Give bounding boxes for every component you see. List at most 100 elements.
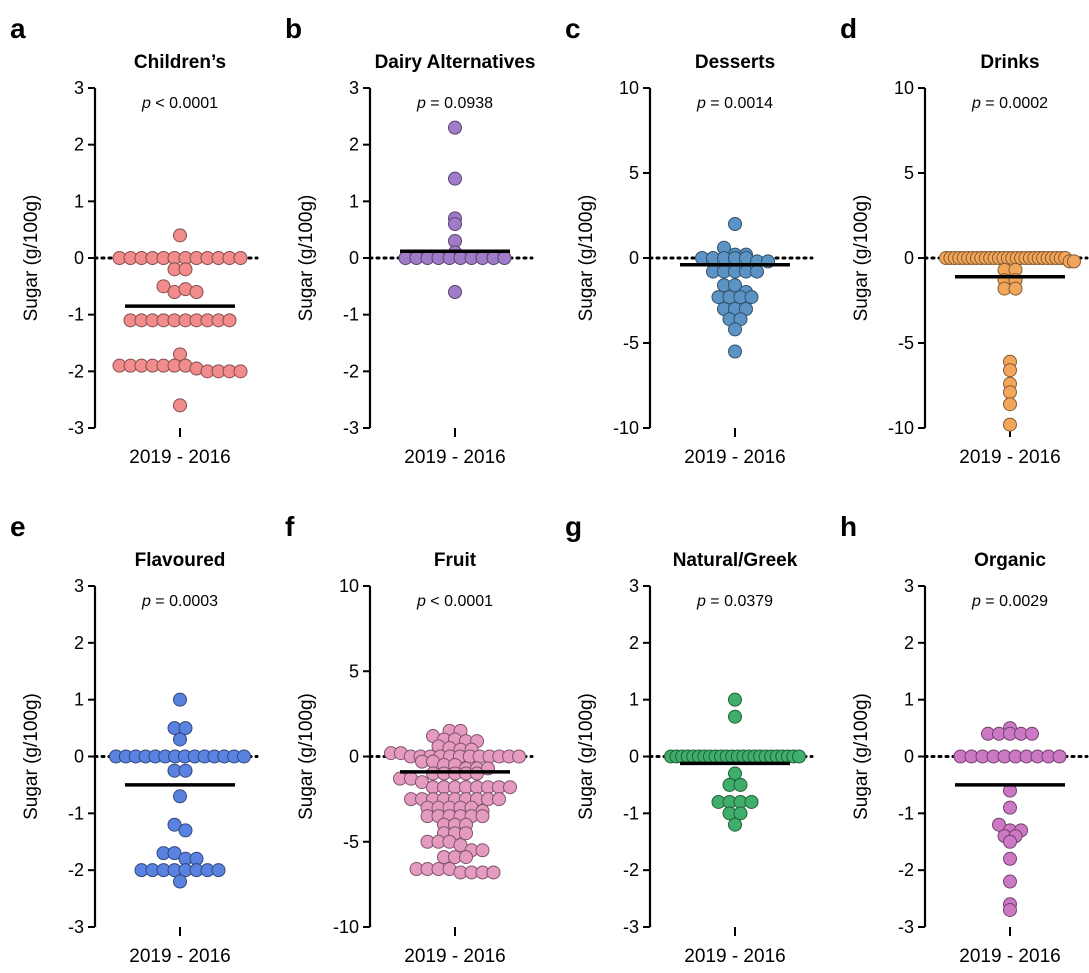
p-value-annotation: p < 0.0001 (416, 593, 493, 610)
y-tick-label: 0 (349, 747, 359, 767)
panel-letter: d (840, 13, 857, 44)
y-tick-label: 0 (904, 248, 914, 268)
y-tick-label: 2 (629, 633, 639, 653)
panel-title: Natural/Greek (673, 550, 798, 571)
data-point (156, 279, 171, 294)
y-axis-label: Sugar (g/100g) (576, 693, 597, 820)
y-tick-label: -3 (623, 917, 639, 937)
panel-e: e Flavoured p = 0.0003 3 2 1 0 -1 -2 -3 Sugar (g/1… (10, 511, 259, 967)
y-tick-label: 0 (74, 248, 84, 268)
data-point (492, 792, 506, 807)
y-tick-label: 2 (904, 633, 914, 653)
p-value-text: = 0.0379 (706, 593, 773, 610)
panel-title: Fruit (434, 550, 477, 571)
panel-g: g Natural/Greek p = 0.0379 3 2 1 0 -1 -2 -3 Sugar … (565, 511, 814, 967)
data-point (237, 749, 251, 764)
y-axis-label: Sugar (g/100g) (576, 195, 597, 322)
data-point (1003, 417, 1017, 432)
p-symbol: p (696, 95, 706, 112)
panel-b: b Dairy Alternatives p = 0.0938 3 2 1 0 -1 -2 -3 S… (285, 13, 535, 468)
data-point (728, 217, 742, 231)
p-value-annotation: p = 0.0014 (696, 95, 773, 112)
p-symbol: p (416, 95, 426, 112)
data-point (1067, 254, 1081, 269)
p-symbol: p (141, 95, 151, 112)
panel-letter: f (285, 511, 295, 542)
p-value-text: < 0.0001 (426, 593, 493, 610)
panel-d: d Drinks p = 0.0002 10 5 0 -5 -10 Sugar (g/100g)… (840, 13, 1089, 468)
panel-letter: h (840, 511, 857, 542)
y-tick-label: -2 (623, 860, 639, 880)
panel-title: Flavoured (135, 550, 226, 571)
y-axis-label: Sugar (g/100g) (851, 693, 872, 820)
data-point (448, 171, 462, 186)
panel-h: h Organic p = 0.0029 3 2 1 0 -1 -2 -3 Sugar (g/100… (840, 511, 1089, 967)
y-tick-label: 5 (629, 163, 639, 183)
panel-title: Organic (974, 550, 1046, 571)
data-point (173, 732, 187, 747)
p-value-text: < 0.0001 (151, 95, 218, 112)
x-category-label: 2019 - 2016 (129, 946, 230, 967)
y-tick-label: -10 (888, 418, 914, 438)
data-point (448, 217, 462, 231)
data-point (728, 817, 742, 832)
p-value-annotation: p = 0.0003 (141, 593, 218, 610)
x-category-label: 2019 - 2016 (404, 946, 505, 967)
y-tick-label: 3 (349, 78, 359, 98)
data-point (497, 251, 512, 265)
data-point (475, 843, 490, 858)
data-point (233, 251, 248, 265)
panel-a: a Children’s p < 0.0001 3 2 1 0 -1 -2 -3 Sugar (g/… (10, 13, 259, 468)
data-point (173, 347, 187, 362)
y-tick-label: 5 (349, 661, 359, 681)
data-point (173, 228, 187, 243)
y-tick-label: 2 (349, 135, 359, 155)
panel-c: c Desserts p = 0.0014 10 5 0 -5 -10 Sugar (g/100… (565, 13, 814, 468)
data-point (1003, 363, 1017, 378)
x-category-label: 2019 - 2016 (129, 447, 230, 468)
y-tick-label: 0 (629, 747, 639, 767)
data-point (167, 846, 182, 861)
y-axis-label: Sugar (g/100g) (21, 693, 42, 820)
data-point (1003, 851, 1017, 866)
y-tick-label: -5 (343, 832, 359, 852)
panel-letter: a (10, 13, 26, 44)
p-value-annotation: p = 0.0379 (696, 593, 773, 610)
y-tick-label: 10 (619, 78, 639, 98)
data-point (1003, 902, 1017, 917)
y-tick-label: 0 (74, 747, 84, 767)
y-tick-label: 1 (74, 690, 84, 710)
y-tick-label: -3 (898, 917, 914, 937)
x-category-label: 2019 - 2016 (959, 946, 1060, 967)
y-tick-label: -10 (613, 418, 639, 438)
x-category-label: 2019 - 2016 (684, 447, 785, 468)
data-point (728, 709, 742, 724)
y-tick-label: -3 (68, 917, 84, 937)
p-value-text: = 0.0002 (981, 95, 1048, 112)
y-tick-label: 2 (74, 135, 84, 155)
y-tick-label: 3 (74, 78, 84, 98)
y-tick-label: -3 (343, 418, 359, 438)
y-tick-label: -2 (343, 361, 359, 381)
y-axis-label: Sugar (g/100g) (851, 195, 872, 322)
p-value-annotation: p = 0.0938 (416, 95, 493, 112)
data-point (728, 278, 742, 293)
p-symbol: p (416, 593, 426, 610)
data-point (1025, 726, 1039, 741)
panel-letter: c (565, 13, 581, 44)
data-point (459, 826, 473, 841)
panel-title: Dairy Alternatives (375, 52, 536, 73)
y-tick-label: -2 (68, 860, 84, 880)
y-axis-label: Sugar (g/100g) (296, 693, 317, 820)
y-tick-label: 2 (74, 633, 84, 653)
data-point (512, 749, 526, 764)
data-point (1003, 800, 1017, 815)
data-point (728, 322, 742, 337)
data-point (728, 692, 742, 707)
data-point (744, 794, 759, 809)
data-point (459, 850, 473, 865)
y-tick-label: 5 (904, 163, 914, 183)
p-symbol: p (696, 593, 706, 610)
data-point (1003, 397, 1017, 412)
